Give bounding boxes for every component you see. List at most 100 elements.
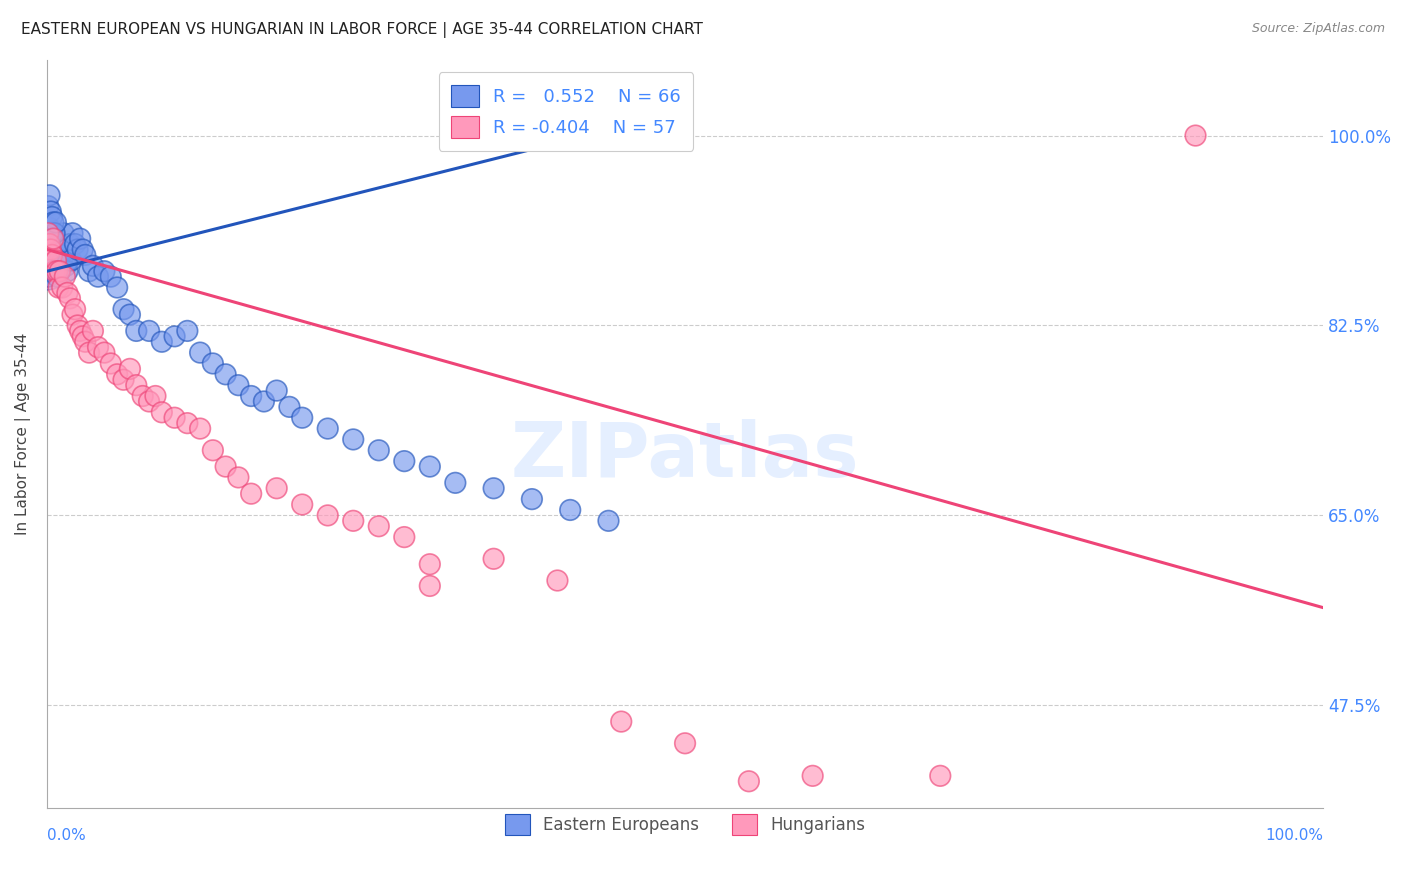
Point: [112, 302, 135, 317]
Point: [291, 498, 314, 512]
Point: [367, 443, 389, 458]
Point: [38, 188, 60, 202]
Point: [278, 400, 301, 414]
Point: [44, 259, 66, 273]
Point: [228, 470, 250, 484]
Point: [56, 285, 79, 300]
Legend: Eastern Europeans, Hungarians: Eastern Europeans, Hungarians: [498, 807, 872, 841]
Point: [62, 308, 84, 322]
Point: [63, 302, 86, 317]
Point: [44, 226, 66, 240]
Point: [100, 356, 122, 370]
Point: [125, 324, 148, 338]
Point: [291, 410, 314, 425]
Point: [56, 264, 79, 278]
Point: [201, 356, 224, 370]
Point: [45, 243, 67, 257]
Point: [38, 220, 60, 235]
Point: [176, 324, 198, 338]
Point: [51, 280, 73, 294]
Point: [46, 269, 69, 284]
Point: [520, 492, 543, 507]
Point: [45, 253, 67, 268]
Point: [482, 551, 505, 566]
Point: [48, 264, 70, 278]
Point: [69, 232, 91, 246]
Point: [37, 199, 59, 213]
Point: [316, 508, 339, 523]
Point: [131, 389, 153, 403]
Point: [42, 232, 65, 246]
Point: [145, 389, 167, 403]
Point: [48, 264, 70, 278]
Point: [41, 248, 63, 262]
Point: [66, 243, 89, 257]
Point: [51, 253, 73, 268]
Point: [546, 574, 568, 588]
Point: [59, 237, 82, 252]
Text: Source: ZipAtlas.com: Source: ZipAtlas.com: [1251, 22, 1385, 36]
Point: [49, 248, 72, 262]
Point: [82, 324, 104, 338]
Point: [39, 243, 62, 257]
Text: EASTERN EUROPEAN VS HUNGARIAN IN LABOR FORCE | AGE 35-44 CORRELATION CHART: EASTERN EUROPEAN VS HUNGARIAN IN LABOR F…: [21, 22, 703, 38]
Point: [118, 362, 141, 376]
Point: [37, 269, 59, 284]
Point: [138, 394, 160, 409]
Point: [53, 269, 76, 284]
Point: [163, 329, 186, 343]
Point: [240, 486, 263, 500]
Point: [82, 259, 104, 273]
Point: [801, 769, 824, 783]
Point: [44, 264, 66, 278]
Point: [118, 308, 141, 322]
Point: [125, 378, 148, 392]
Point: [60, 253, 83, 268]
Point: [394, 530, 416, 544]
Point: [598, 514, 620, 528]
Point: [55, 259, 77, 273]
Point: [39, 204, 62, 219]
Point: [41, 210, 63, 224]
Point: [75, 334, 97, 349]
Point: [58, 253, 80, 268]
Point: [419, 558, 441, 572]
Point: [316, 421, 339, 435]
Point: [69, 324, 91, 338]
Point: [738, 774, 761, 789]
Point: [112, 373, 135, 387]
Point: [228, 378, 250, 392]
Point: [214, 368, 236, 382]
Point: [48, 280, 70, 294]
Point: [673, 736, 696, 750]
Point: [35, 259, 58, 273]
Point: [214, 459, 236, 474]
Point: [394, 454, 416, 468]
Point: [240, 389, 263, 403]
Point: [59, 291, 82, 305]
Point: [52, 226, 75, 240]
Point: [93, 264, 115, 278]
Point: [38, 237, 60, 252]
Point: [66, 318, 89, 333]
Point: [48, 237, 70, 252]
Text: 100.0%: 100.0%: [1265, 828, 1323, 843]
Point: [201, 443, 224, 458]
Y-axis label: In Labor Force | Age 35-44: In Labor Force | Age 35-44: [15, 333, 31, 535]
Point: [53, 243, 76, 257]
Point: [105, 368, 128, 382]
Point: [87, 269, 110, 284]
Point: [46, 264, 69, 278]
Point: [419, 579, 441, 593]
Point: [77, 264, 100, 278]
Point: [105, 280, 128, 294]
Point: [138, 324, 160, 338]
Point: [253, 394, 276, 409]
Point: [63, 237, 86, 252]
Point: [266, 384, 288, 398]
Text: ZIPatlas: ZIPatlas: [510, 419, 859, 493]
Point: [188, 421, 211, 435]
Point: [367, 519, 389, 533]
Point: [42, 226, 65, 240]
Point: [37, 226, 59, 240]
